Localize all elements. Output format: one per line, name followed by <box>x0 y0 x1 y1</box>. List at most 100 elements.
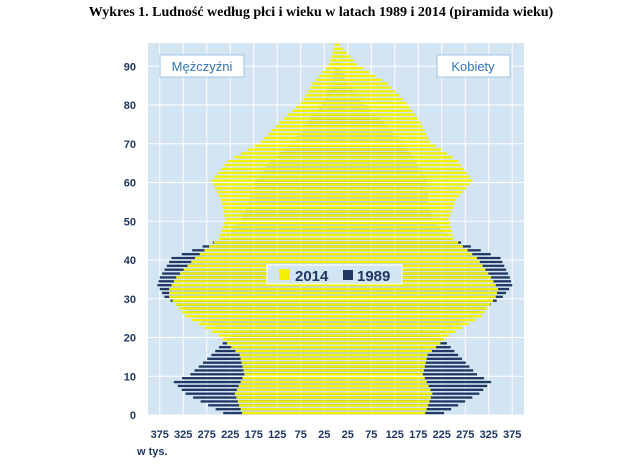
bar-2014-men-age-68 <box>247 148 336 151</box>
bar-2014-women-age-94 <box>336 47 344 50</box>
bar-2014-men-age-82 <box>305 94 336 97</box>
bar-2014-men-age-24 <box>192 318 336 322</box>
bar-2014-women-age-44 <box>336 241 459 244</box>
bar-2014-women-age-33 <box>336 284 496 287</box>
bar-2014-men-age-50 <box>225 218 336 221</box>
bar-2014-men-age-56 <box>218 194 336 198</box>
y-tick-label-6: 60 <box>124 178 136 190</box>
x-tick-label-8: 25 <box>342 429 354 441</box>
y-tick-label-1: 10 <box>124 371 136 383</box>
bar-2014-women-age-16 <box>336 349 432 353</box>
x-tick-label-9: 75 <box>365 429 377 441</box>
bar-2014-men-age-9 <box>242 377 336 380</box>
bar-2014-women-age-69 <box>336 144 436 147</box>
bar-2014-men-age-1 <box>240 408 336 411</box>
bar-2014-women-age-15 <box>336 353 428 357</box>
bar-2014-men-age-21 <box>211 330 336 333</box>
bar-2014-men-age-28 <box>175 303 336 306</box>
bar-2014-men-age-86 <box>315 78 336 81</box>
bar-2014-women-age-10 <box>336 373 423 376</box>
bar-2014-men-age-74 <box>275 125 336 128</box>
x-tick-label-13: 275 <box>456 429 474 441</box>
legend-swatch-1989 <box>343 270 353 280</box>
bar-2014-men-age-18 <box>226 342 336 345</box>
bar-2014-women-age-12 <box>336 365 425 368</box>
bar-2014-men-age-90 <box>328 63 336 66</box>
bar-2014-women-age-58 <box>336 187 466 190</box>
bar-2014-women-age-55 <box>336 198 456 202</box>
bar-2014-men-age-11 <box>243 369 336 372</box>
bar-2014-men-age-7 <box>238 384 336 388</box>
bar-2014-women-age-71 <box>336 136 429 140</box>
bar-2014-women-age-46 <box>336 233 453 236</box>
bar-2014-men-age-70 <box>260 140 336 143</box>
bar-2014-women-age-62 <box>336 171 467 174</box>
bar-2014-men-age-5 <box>234 392 336 395</box>
bar-2014-men-age-83 <box>307 90 336 93</box>
bar-2014-men-age-76 <box>283 117 336 120</box>
bar-2014-women-age-76 <box>336 117 418 120</box>
bar-2014-women-age-25 <box>336 315 482 318</box>
bar-2014-women-age-57 <box>336 191 463 194</box>
bar-2014-women-age-63 <box>336 167 464 171</box>
bar-2014-women-age-18 <box>336 342 441 345</box>
bar-2014-men-age-8 <box>240 380 336 384</box>
bar-2014-men-age-55 <box>220 198 336 202</box>
bar-2014-women-age-3 <box>336 400 430 403</box>
bar-2014-men-age-81 <box>303 98 336 101</box>
bar-2014-women-age-48 <box>336 225 451 229</box>
bar-2014-men-age-33 <box>171 284 336 287</box>
men-label: Mężczyźni <box>172 59 233 74</box>
bar-2014-women-age-72 <box>336 132 427 136</box>
bar-2014-men-age-63 <box>221 167 336 171</box>
bar-2014-men-age-87 <box>319 74 336 78</box>
bar-2014-men-age-53 <box>222 206 336 209</box>
bar-2014-women-age-8 <box>336 380 427 384</box>
x-tick-label-14: 325 <box>480 429 498 441</box>
bar-2014-women-age-30 <box>336 295 496 298</box>
bar-2014-men-age-66 <box>234 156 336 159</box>
bar-2014-men-age-20 <box>218 334 336 337</box>
y-tick-label-2: 20 <box>124 333 136 345</box>
x-tick-label-5: 125 <box>268 429 286 441</box>
bar-2014-men-age-67 <box>241 152 336 155</box>
legend-label-2014: 2014 <box>295 268 329 285</box>
bar-2014-men-age-84 <box>310 86 336 89</box>
bar-2014-men-age-54 <box>221 202 336 205</box>
bar-2014-women-age-34 <box>336 280 494 283</box>
bar-2014-women-age-87 <box>336 74 376 78</box>
bar-2014-women-age-14 <box>336 357 427 360</box>
bar-2014-women-age-79 <box>336 105 410 109</box>
bar-2014-men-age-6 <box>236 388 336 391</box>
bar-2014-women-age-45 <box>336 237 454 240</box>
x-tick-label-12: 225 <box>433 429 451 441</box>
x-tick-label-2: 275 <box>198 429 216 441</box>
x-tick-label-10: 125 <box>386 429 404 441</box>
bar-2014-women-age-90 <box>336 63 358 66</box>
y-tick-label-3: 30 <box>124 294 136 306</box>
unit-label: w tys. <box>136 446 168 458</box>
x-tick-label-6: 75 <box>295 429 307 441</box>
bar-2014-men-age-58 <box>215 187 336 190</box>
bar-2014-men-age-92 <box>331 55 336 58</box>
bar-2014-women-age-92 <box>336 55 351 58</box>
x-axis: 375 325 275 225 175 125 75 25 25 75 125 175 225 275 32… <box>151 429 522 441</box>
bar-2014-women-age-40 <box>336 256 477 260</box>
bar-2014-men-age-69 <box>254 144 336 147</box>
bar-2014-women-age-27 <box>336 307 488 310</box>
bar-2014-men-age-60 <box>211 179 336 182</box>
bar-2014-women-age-53 <box>336 206 454 209</box>
bar-2014-women-age-51 <box>336 214 451 217</box>
bar-2014-women-age-26 <box>336 311 485 314</box>
bar-2014-women-age-85 <box>336 82 388 85</box>
women-label-box: Kobiety <box>436 54 511 78</box>
bar-2014-men-age-27 <box>179 307 336 310</box>
series-2014-bars <box>169 43 499 415</box>
bar-2014-men-age-32 <box>169 287 336 291</box>
bar-2014-women-age-19 <box>336 338 445 341</box>
bar-2014-men-age-39 <box>191 260 336 264</box>
bar-2014-women-age-28 <box>336 303 491 306</box>
bar-2014-men-age-15 <box>239 353 336 357</box>
bar-2014-men-age-41 <box>199 253 336 256</box>
